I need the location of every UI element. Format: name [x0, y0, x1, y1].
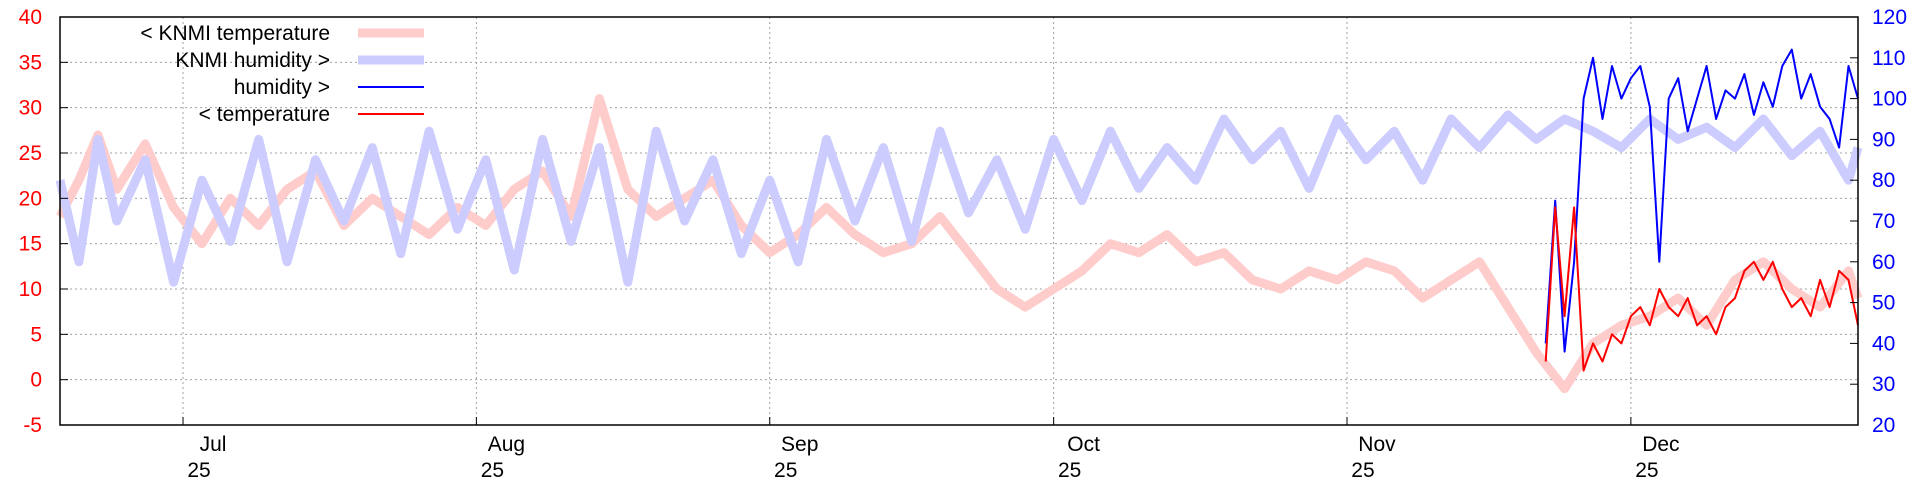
y-right-tick-label: 80	[1872, 169, 1895, 192]
axis-labels: -5 0 5 10 15 20 25 30 35 40 20 30 40 50 60 70 80 90 100 110…	[19, 6, 1907, 480]
y-left-tick-label: 15	[19, 233, 42, 256]
legend: < KNMI temperature KNMI humidity > humidit…	[140, 22, 424, 126]
x-tick-month: Aug	[488, 433, 525, 456]
y-right-tick-label: 60	[1872, 251, 1895, 274]
series-line	[1544, 48, 1859, 353]
legend-label: humidity >	[234, 76, 330, 99]
legend-label: < temperature	[199, 103, 330, 126]
x-tick-year: 25	[187, 459, 210, 480]
y-right-tick-label: 120	[1872, 6, 1907, 29]
y-right-tick-label: 20	[1872, 414, 1895, 437]
x-tick-year: 25	[481, 459, 504, 480]
y-left-tick-label: 10	[19, 278, 42, 301]
grid-lines	[60, 17, 1858, 425]
y-right-tick-label: 40	[1872, 332, 1895, 355]
x-tick-month: Nov	[1358, 433, 1396, 456]
x-tick-month: Oct	[1067, 433, 1100, 456]
x-tick-year: 25	[1058, 459, 1081, 480]
series-line	[55, 110, 1863, 287]
y-left-tick-label: 40	[19, 6, 42, 29]
y-right-tick-label: 90	[1872, 128, 1895, 151]
y-left-tick-label: 5	[30, 323, 42, 346]
series-line	[56, 94, 1863, 394]
y-right-tick-label: 100	[1872, 88, 1907, 111]
y-left-tick-label: 30	[19, 97, 42, 120]
x-tick-month: Dec	[1642, 433, 1679, 456]
y-left-tick-label: 0	[30, 369, 42, 392]
y-left-tick-label: 35	[19, 51, 42, 74]
y-right-tick-label: 50	[1872, 292, 1895, 315]
x-tick-month: Sep	[781, 433, 818, 456]
legend-label: KNMI humidity >	[175, 49, 330, 72]
y-left-tick-label: 20	[19, 187, 42, 210]
y-left-tick-label: -5	[23, 414, 42, 437]
series-lines	[55, 48, 1863, 394]
y-left-tick-label: 25	[19, 142, 42, 165]
x-tick-year: 25	[1635, 459, 1658, 480]
legend-label: < KNMI temperature	[140, 22, 330, 45]
y-right-tick-label: 70	[1872, 210, 1895, 233]
x-tick-year: 25	[774, 459, 797, 480]
series-line	[1544, 206, 1859, 372]
y-right-tick-label: 30	[1872, 373, 1895, 396]
x-tick-year: 25	[1351, 459, 1374, 480]
y-right-tick-label: 110	[1872, 47, 1905, 70]
x-tick-month: Jul	[200, 433, 227, 456]
